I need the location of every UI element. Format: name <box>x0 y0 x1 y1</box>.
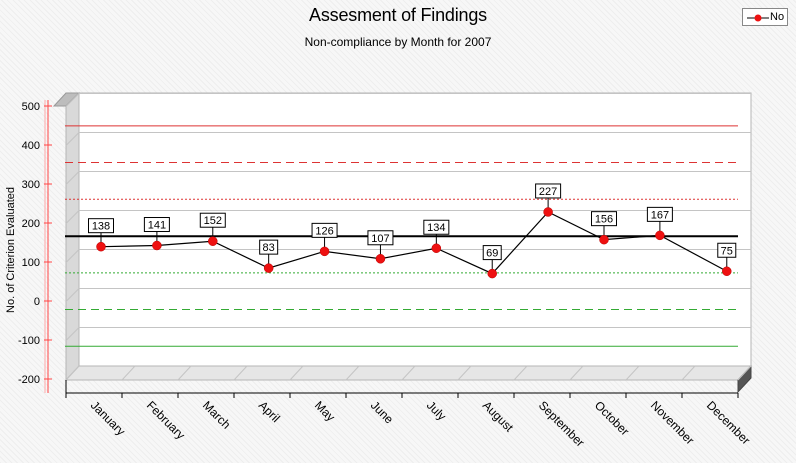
data-label-box <box>646 206 673 222</box>
x-tick-label: February <box>144 398 188 442</box>
floor-divider <box>121 365 136 381</box>
x-tick-label: July <box>424 398 449 423</box>
floor-divider <box>177 365 192 381</box>
data-label-box <box>367 230 394 246</box>
data-label: 156 <box>595 214 613 226</box>
floor-divider <box>625 365 640 381</box>
data-point <box>431 243 442 253</box>
gridline-wall <box>65 171 80 185</box>
legend: No <box>742 8 788 26</box>
x-tick-label: May <box>312 398 338 424</box>
gridline-wall <box>65 210 80 224</box>
data-point <box>152 240 162 251</box>
data-point <box>543 207 553 217</box>
y-tick-label: -200 <box>18 374 40 386</box>
floor-divider <box>681 365 696 381</box>
floor-divider <box>569 365 584 381</box>
gridline-wall <box>65 288 80 302</box>
floor-divider <box>513 365 528 381</box>
data-label: 138 <box>92 221 110 233</box>
data-label: 69 <box>486 248 498 260</box>
data-label: 107 <box>371 233 389 245</box>
data-label-box <box>423 219 450 235</box>
data-label: 152 <box>204 215 222 227</box>
data-label: 126 <box>315 225 333 237</box>
legend-label: No <box>770 11 785 23</box>
y-tick-label: 300 <box>22 179 40 191</box>
y-tick-label: -100 <box>18 335 40 347</box>
x-tick-label: September <box>536 398 587 449</box>
data-label-box <box>199 212 226 228</box>
data-label-box <box>717 242 737 258</box>
plot-area <box>78 92 752 367</box>
data-label: 83 <box>263 242 275 254</box>
data-point <box>599 234 609 245</box>
data-label: 141 <box>148 220 166 232</box>
data-point <box>722 266 732 276</box>
x-tick-label: November <box>648 398 697 447</box>
data-label-box <box>143 217 170 233</box>
x-tick-label: December <box>704 398 753 447</box>
data-point <box>319 246 330 257</box>
x-tick-label: October <box>592 398 632 438</box>
data-point <box>487 268 497 279</box>
y-tick-label: 200 <box>22 218 40 230</box>
legend-marker-icon <box>747 14 769 22</box>
data-label: 227 <box>539 186 557 198</box>
chart-subtitle: Non-compliance by Month for 2007 <box>304 35 492 49</box>
data-label-box <box>535 183 562 199</box>
gridline-wall <box>65 327 80 341</box>
data-point <box>263 263 274 273</box>
floor-divider <box>401 365 416 381</box>
gridline-wall <box>65 93 80 107</box>
data-label-box <box>591 211 617 227</box>
x-tick-label: August <box>480 398 517 435</box>
y-axis-label: No. of Criterion Evaluated <box>5 187 17 313</box>
x-tick-label: April <box>256 398 283 425</box>
y-tick-label: 100 <box>22 257 40 269</box>
floor-divider <box>233 365 248 381</box>
x-tick-label: March <box>200 398 233 431</box>
gridline-wall <box>65 132 80 146</box>
data-label-box <box>259 239 279 255</box>
floor-divider <box>457 365 472 381</box>
y-tick-label: 400 <box>22 140 40 152</box>
data-label: 167 <box>651 209 669 221</box>
x-tick-label: June <box>368 398 397 427</box>
x-tick-label: January <box>88 398 128 438</box>
chart-title: Assesment of Findings <box>309 5 487 25</box>
data-label: 134 <box>427 222 445 234</box>
y-tick-label: 0 <box>34 296 40 308</box>
y-tick-label: 500 <box>22 101 40 113</box>
data-point <box>655 230 665 241</box>
series-line-no <box>100 211 728 275</box>
gridline-wall <box>65 249 80 263</box>
floor-divider <box>289 365 304 381</box>
data-label-box <box>482 245 502 261</box>
data-point <box>208 236 218 246</box>
data-label-box <box>311 222 338 238</box>
data-label-box <box>88 218 114 234</box>
data-point <box>375 254 386 264</box>
floor-divider <box>65 365 80 381</box>
data-label: 75 <box>721 245 733 257</box>
floor-divider <box>345 365 360 381</box>
data-point <box>96 241 106 252</box>
floor-divider <box>737 365 752 381</box>
